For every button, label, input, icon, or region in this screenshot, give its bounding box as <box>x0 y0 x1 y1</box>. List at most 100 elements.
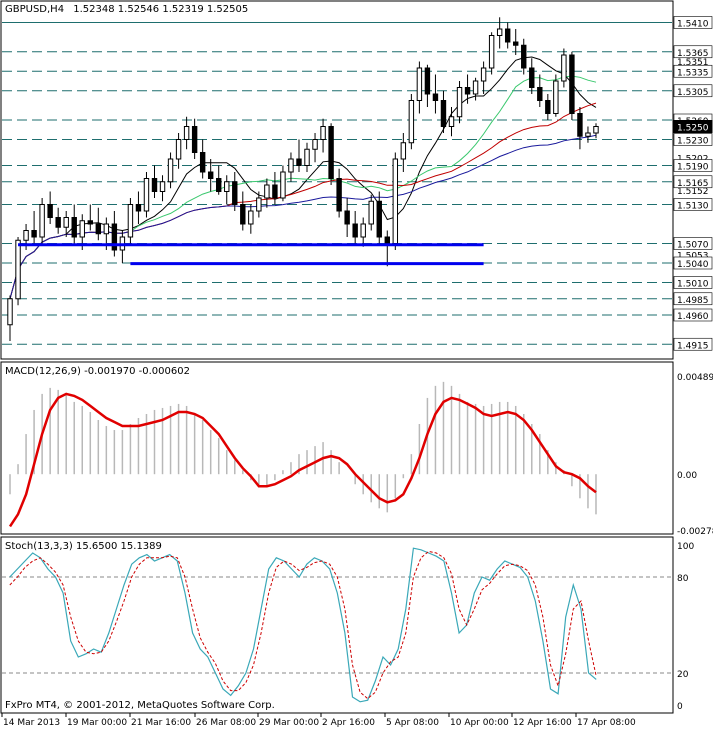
candle <box>304 142 310 172</box>
stoch-panel-frame <box>0 536 674 714</box>
candle <box>175 133 182 169</box>
price-tag-box <box>673 198 713 211</box>
candle-body <box>216 178 222 192</box>
candle <box>480 61 487 94</box>
price-tag-box <box>673 276 713 289</box>
candle <box>416 61 423 114</box>
candle-body <box>585 132 591 137</box>
time-tick-label: 5 Apr 08:00 <box>386 718 439 728</box>
candle <box>504 22 511 49</box>
candle-body <box>368 200 374 225</box>
candle <box>553 74 559 117</box>
current-price-box <box>673 120 713 133</box>
candle <box>561 48 567 88</box>
price-tick-label: 1.5070 <box>677 241 709 251</box>
price-tag-box <box>673 337 713 351</box>
candle <box>272 172 278 205</box>
candle <box>63 211 69 237</box>
candle <box>224 175 230 205</box>
candle <box>248 204 254 234</box>
candle <box>232 172 238 211</box>
candle-body <box>344 210 350 225</box>
candle <box>256 191 262 218</box>
time-tick-label: 29 Mar 00:00 <box>259 718 319 728</box>
price-tag-box <box>673 308 713 322</box>
candles <box>7 17 599 341</box>
candle <box>167 152 174 189</box>
candle <box>537 74 543 107</box>
candle <box>593 123 599 139</box>
candle <box>7 295 13 341</box>
candle <box>95 207 102 241</box>
macd-tick-label: 0.00 <box>677 471 697 481</box>
time-tick-label: 10 Apr 00:00 <box>450 718 509 728</box>
price-axis: 1.54101.53651.53511.53351.53051.52601.52… <box>673 16 713 351</box>
price-tick-label: 1.5410 <box>677 20 709 30</box>
candle-body <box>384 236 390 244</box>
support-lines <box>18 243 484 266</box>
candle <box>312 133 318 163</box>
candle <box>320 118 326 153</box>
time-tick-label: 21 Mar 16:00 <box>131 718 191 728</box>
candle <box>47 191 53 224</box>
candle-body <box>472 80 479 95</box>
price-tag-box <box>673 256 713 270</box>
candle <box>344 198 350 237</box>
candle-body <box>240 204 246 225</box>
candle-body <box>232 181 238 205</box>
candle-body <box>23 230 29 241</box>
stoch-main-line <box>9 547 597 703</box>
candle-body <box>31 230 37 238</box>
price-tick-label: 1.5130 <box>677 202 709 212</box>
candle-body <box>7 298 13 326</box>
candle <box>31 211 37 244</box>
price-tick-label: 1.4915 <box>677 341 709 351</box>
price-tick-label: 1.5190 <box>677 163 709 173</box>
price-tag-box <box>673 237 713 250</box>
candle <box>151 165 158 198</box>
stoch-signal-line <box>9 550 597 700</box>
candle <box>360 217 366 247</box>
candle-body <box>55 217 61 228</box>
current-price-label: 1.5250 <box>677 124 709 134</box>
candle <box>400 133 407 172</box>
candle-body <box>71 217 77 238</box>
candle-body <box>408 100 415 144</box>
candle-body <box>569 54 575 114</box>
candle-body <box>352 223 358 238</box>
price-tick-label: 1.5040 <box>677 260 709 270</box>
candle <box>408 94 415 150</box>
price-tag-box <box>673 133 713 146</box>
candle-body <box>464 87 471 95</box>
time-tick-label: 19 Mar 00:00 <box>67 718 127 728</box>
candle-body <box>143 178 150 212</box>
candle-body <box>296 158 302 166</box>
candle <box>183 116 190 150</box>
candle <box>577 107 583 150</box>
candle <box>336 168 342 218</box>
candle <box>513 29 519 55</box>
candle-body <box>336 178 342 212</box>
macd-signal <box>8 392 597 528</box>
candle <box>207 159 214 192</box>
candle-body <box>304 148 310 166</box>
chart-symbol-title: GBPUSD,H4 1.52348 1.52546 1.52319 1.5250… <box>5 4 248 15</box>
candle-body <box>504 28 511 43</box>
candle-body <box>103 223 110 235</box>
candle-body <box>529 67 535 88</box>
candle-body <box>256 197 262 212</box>
candle-body <box>553 80 559 114</box>
candle <box>496 17 503 49</box>
candle <box>529 58 535 94</box>
candle-body <box>320 126 326 140</box>
candle-body <box>593 126 599 134</box>
candle <box>456 81 463 124</box>
stoch-tick-label: 0 <box>677 702 683 712</box>
candle-body <box>488 35 495 69</box>
candle <box>392 152 399 250</box>
candle-body <box>328 126 334 179</box>
price-tick-label: 1.4960 <box>677 312 709 322</box>
macd-axis: 0.004892 0.00 -0.00278 <box>677 373 713 537</box>
candle <box>472 77 479 101</box>
candle <box>545 94 551 120</box>
